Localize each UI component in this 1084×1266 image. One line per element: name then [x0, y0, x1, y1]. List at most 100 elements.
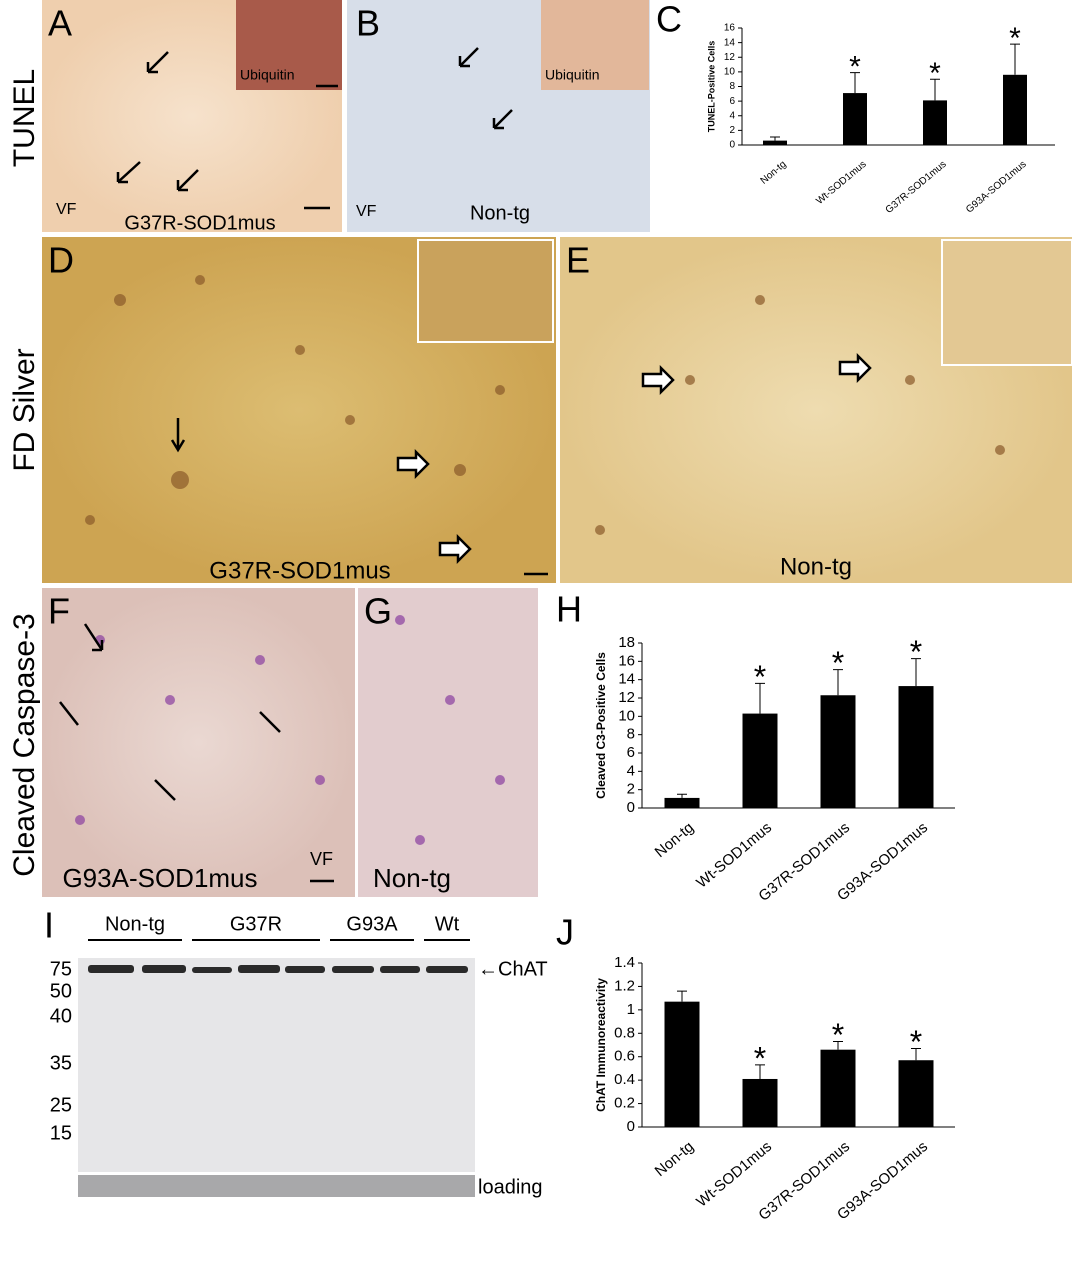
y-tick-label: 10: [618, 707, 635, 724]
panel-letter: G: [364, 591, 392, 632]
significance: *: [754, 1040, 766, 1076]
y-axis-label: TUNEL-Positive Cells: [706, 41, 716, 133]
y-tick-label: 14: [724, 37, 736, 48]
x-tick-label: Wt-SOD1mus: [814, 159, 868, 207]
y-tick-label: 0.6: [614, 1048, 635, 1065]
y-tick-label: 12: [724, 52, 736, 63]
panel-letter: J: [556, 912, 574, 953]
bar: [664, 1001, 700, 1127]
bar: [742, 1078, 778, 1127]
significance: *: [910, 634, 922, 670]
significance: *: [754, 659, 766, 695]
blot-bands: [88, 965, 468, 973]
significance: *: [832, 1017, 844, 1053]
region-label: VF: [310, 849, 333, 869]
y-tick-label: 16: [724, 23, 736, 34]
inset-label: Ubiquitin: [545, 67, 599, 83]
error-bar: [1010, 43, 1020, 75]
marker-size: 40: [50, 1005, 72, 1027]
significance: *: [929, 57, 941, 90]
x-tick-label: Non-tg: [652, 819, 697, 861]
x-tick-label: Non-tg: [652, 1138, 697, 1180]
row-label: FD Silver: [8, 348, 41, 471]
blot-group: Wt: [435, 913, 460, 935]
bar: [820, 695, 856, 808]
open-arrows: [396, 352, 872, 565]
bar: [763, 140, 787, 145]
blot-group: G37R: [230, 913, 282, 935]
error-bar: [833, 669, 843, 696]
panel-letter: E: [566, 240, 590, 281]
genotype-label: G37R-SOD1mus: [124, 212, 275, 234]
blot: [78, 958, 475, 1172]
y-axis-label: Cleaved C3-Positive Cells: [594, 652, 608, 799]
bar: [898, 686, 934, 808]
y-tick-label: 1: [627, 1001, 635, 1018]
row-label: TUNEL: [8, 69, 41, 167]
error-bar: [755, 682, 765, 714]
band-label: ←ChAT: [478, 958, 548, 980]
genotype-label: G37R-SOD1mus: [209, 557, 390, 584]
panel-letter: D: [48, 240, 74, 281]
error-bar: [833, 1040, 843, 1050]
micrograph-g: [358, 588, 538, 897]
error-bar: [755, 1064, 765, 1079]
bar: [898, 1060, 934, 1127]
y-tick-label: 10: [724, 67, 736, 78]
genotype-label: Non-tg: [373, 863, 451, 893]
marker-size: 15: [50, 1122, 72, 1144]
bar: [843, 93, 867, 145]
error-bar: [930, 78, 940, 101]
error-bar: [911, 658, 921, 687]
y-tick-label: 4: [627, 762, 635, 779]
genotype-label: G93A-SOD1mus: [62, 863, 257, 893]
x-tick-label: G93A-SOD1mus: [964, 159, 1029, 216]
loading-strip: [78, 1175, 475, 1197]
marker-size: 75: [50, 958, 72, 980]
y-tick-label: 6: [729, 96, 735, 107]
x-tick-label: Wt-SOD1mus: [693, 1138, 775, 1210]
genotype-label: Non-tg: [470, 202, 530, 224]
loading-label: loading: [478, 1176, 543, 1198]
significance: *: [1009, 22, 1021, 55]
cell-nuclei: [85, 275, 1005, 535]
y-tick-label: 0.4: [614, 1071, 635, 1088]
row-label: Cleaved Caspase-3: [8, 613, 41, 876]
y-tick-label: 2: [729, 125, 735, 136]
marker-size: 50: [50, 980, 72, 1002]
panel-letter: C: [656, 0, 682, 40]
y-tick-label: 16: [618, 652, 635, 669]
bar: [742, 713, 778, 808]
y-tick-label: 14: [618, 671, 635, 688]
significance: *: [849, 51, 861, 84]
scale-bars: [304, 84, 548, 883]
y-tick-label: 2: [627, 781, 635, 798]
y-tick-label: 0: [627, 1118, 635, 1135]
marker-size: 25: [50, 1094, 72, 1116]
inset-e: [941, 239, 1073, 366]
x-tick-label: G37R-SOD1mus: [884, 159, 949, 216]
bar: [664, 797, 700, 808]
inset-a: [236, 0, 342, 90]
region-label: VF: [356, 203, 377, 220]
y-tick-label: 12: [618, 689, 635, 706]
x-tick-label: Wt-SOD1mus: [693, 819, 775, 891]
significance: *: [910, 1024, 922, 1060]
y-tick-label: 0.8: [614, 1024, 635, 1041]
y-tick-label: 6: [627, 744, 635, 761]
error-bar: [677, 990, 687, 1002]
y-tick-label: 0.2: [614, 1095, 635, 1112]
arrows: [59, 47, 513, 801]
error-bar: [911, 1048, 921, 1061]
bar: [923, 100, 947, 145]
y-axis-label: ChAT Immunoreactivity: [594, 978, 608, 1112]
y-tick-label: 1.4: [614, 954, 635, 971]
inset-d: [417, 239, 554, 343]
panel-letter: B: [356, 3, 380, 44]
bar: [1003, 74, 1027, 145]
y-tick-label: 0: [729, 140, 735, 151]
blot-group: G93A: [346, 913, 398, 935]
panel-letter: H: [556, 589, 582, 630]
y-tick-label: 18: [618, 634, 635, 651]
inset-b: [541, 0, 649, 90]
